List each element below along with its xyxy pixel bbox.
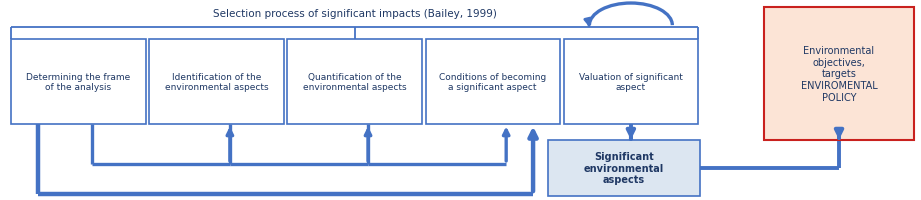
Text: Significant
environmental
aspects: Significant environmental aspects: [584, 151, 664, 185]
Bar: [764, 8, 914, 140]
Text: Quantification of the
environmental aspects: Quantification of the environmental aspe…: [303, 72, 406, 92]
Bar: [11, 40, 146, 124]
Text: Environmental
objectives,
targets
ENVIROMENTAL
POLICY: Environmental objectives, targets ENVIRO…: [800, 46, 878, 102]
Bar: [149, 40, 284, 124]
Bar: [564, 40, 698, 124]
Bar: [287, 40, 422, 124]
Text: Determining the frame
of the analysis: Determining the frame of the analysis: [26, 72, 131, 92]
Text: Conditions of becoming
a significant aspect: Conditions of becoming a significant asp…: [439, 72, 546, 92]
Text: Identification of the
environmental aspects: Identification of the environmental aspe…: [165, 72, 268, 92]
Bar: [548, 140, 700, 196]
Bar: [426, 40, 560, 124]
Text: Valuation of significant
aspect: Valuation of significant aspect: [579, 72, 682, 92]
Text: Selection process of significant impacts (Bailey, 1999): Selection process of significant impacts…: [213, 9, 496, 19]
